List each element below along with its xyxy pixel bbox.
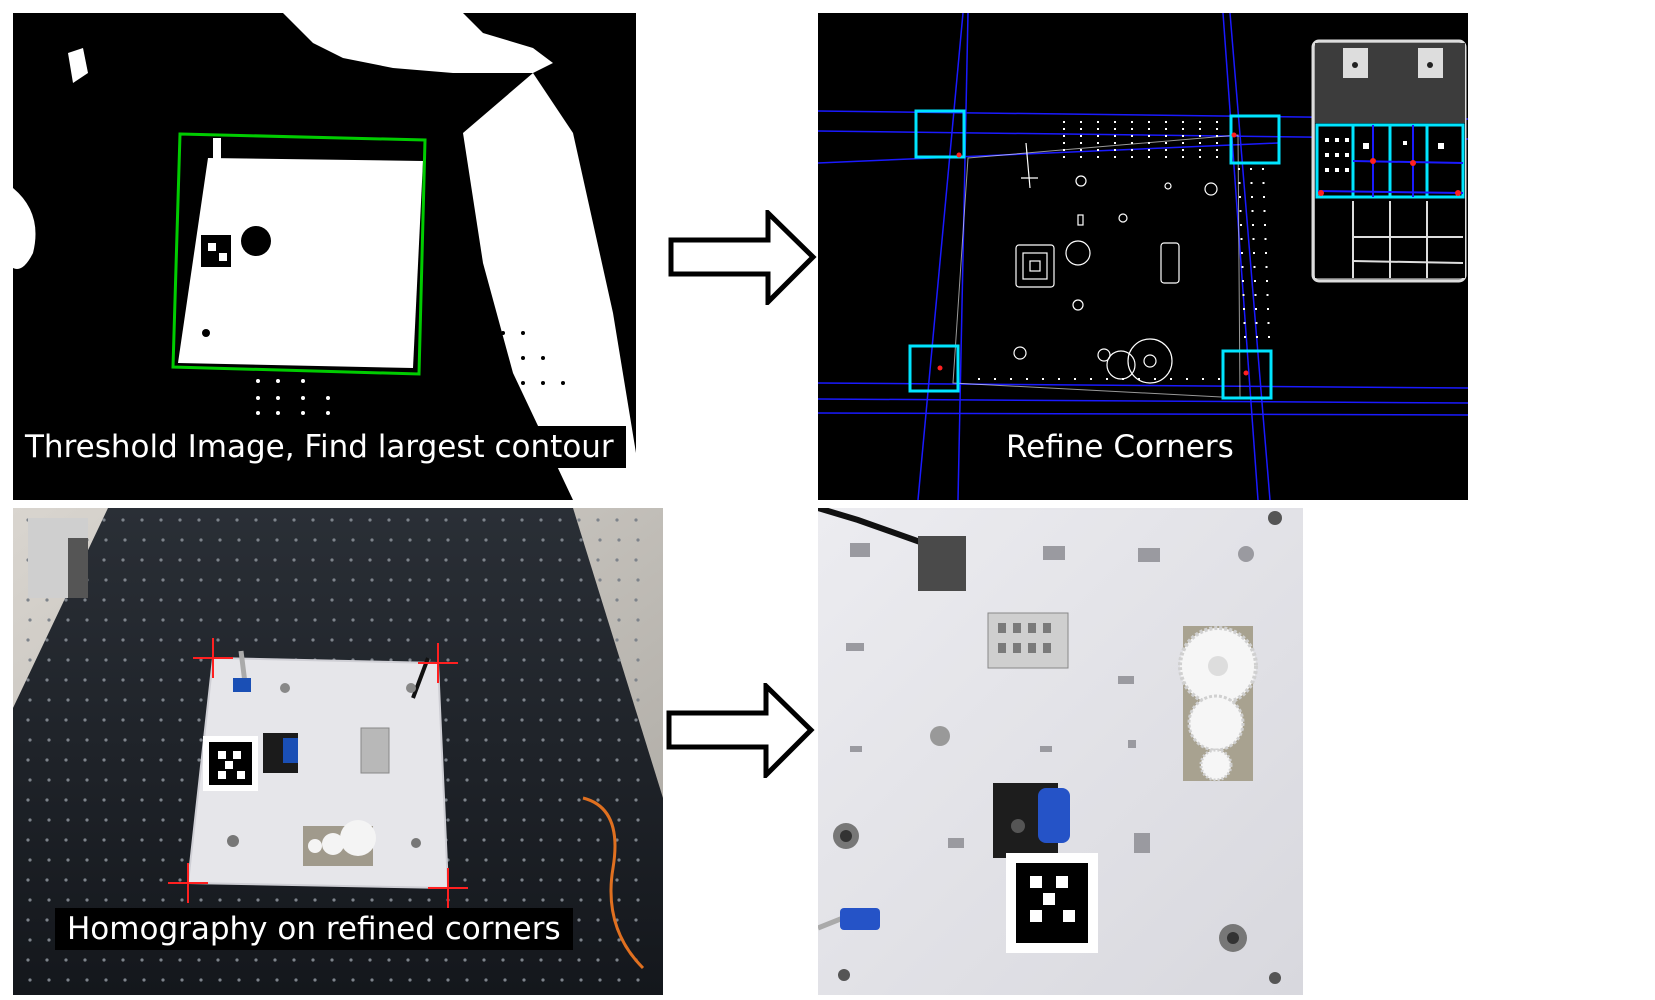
right-arrow-icon bbox=[666, 683, 815, 778]
connector-icon bbox=[918, 536, 966, 591]
corner-box bbox=[1229, 114, 1281, 165]
rectified-image bbox=[818, 508, 1303, 995]
edge-image bbox=[818, 13, 1468, 500]
refine-caption: Refine Corners bbox=[994, 427, 1246, 467]
threshold-caption: Threshold Image, Find largest contour bbox=[13, 426, 626, 468]
corner-box bbox=[1221, 349, 1273, 400]
corner-box bbox=[908, 344, 960, 393]
threshold-image bbox=[13, 13, 636, 500]
aruco-marker-icon bbox=[203, 736, 258, 791]
threshold-panel: Threshold Image, Find largest contour bbox=[13, 13, 636, 500]
terminal-block bbox=[987, 612, 1069, 669]
result-panel bbox=[818, 508, 1303, 995]
homography-caption: Homography on refined corners bbox=[55, 908, 573, 950]
homography-panel: Homography on refined corners bbox=[13, 508, 663, 995]
gear-icon bbox=[340, 820, 376, 856]
right-arrow-icon bbox=[668, 210, 817, 305]
corner-zoom-inset bbox=[1311, 39, 1467, 283]
aruco-marker-icon bbox=[1006, 853, 1098, 953]
corner-box bbox=[914, 109, 966, 159]
gear-icon bbox=[1178, 626, 1258, 782]
refine-panel: Refine Corners bbox=[818, 13, 1468, 500]
